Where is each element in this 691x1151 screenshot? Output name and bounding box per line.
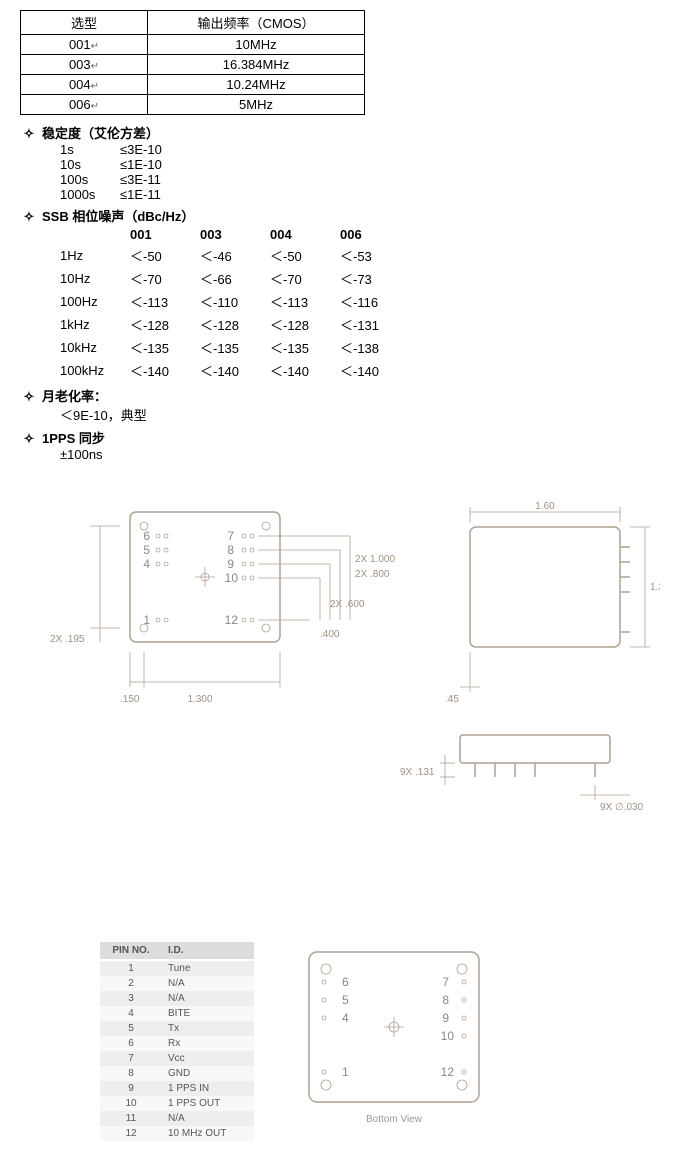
diamond-icon: ✧ [20,209,38,225]
svg-text:8: 8 [227,543,234,557]
svg-text:2X .800: 2X .800 [355,569,390,580]
svg-text:7: 7 [227,529,234,543]
svg-text:12: 12 [441,1065,455,1079]
table-row: 001↵10MHz [21,35,365,55]
table-row: 004↵10.24MHz [21,75,365,95]
svg-text:5: 5 [143,543,150,557]
svg-text:10: 10 [441,1029,455,1043]
aging-value: ＜9E-10，典型 [60,405,671,424]
svg-text:.150: .150 [120,694,140,705]
stability-header: ✧稳定度（艾伦方差） [20,123,671,142]
svg-text:5: 5 [342,993,349,1007]
svg-text:10: 10 [225,571,239,585]
svg-text:2X .195: 2X .195 [50,634,85,645]
svg-text:12: 12 [225,613,239,627]
svg-text:9X .131: 9X .131 [400,767,435,778]
diamond-icon: ✧ [20,431,38,447]
svg-text:9: 9 [227,557,234,571]
svg-text:1.300: 1.300 [187,694,212,705]
svg-text:1.39: 1.39 [650,582,660,593]
table-row: 006↵5MHz [21,95,365,115]
svg-text:4: 4 [342,1011,349,1025]
svg-text:1.60: 1.60 [535,501,555,512]
lower-area: PIN NO.I.D. 1Tune 2N/A 3N/A 4BITE 5Tx 6R… [100,942,671,1141]
svg-text:.400: .400 [320,629,340,640]
pps-header: ✧1PPS 同步 [20,428,671,447]
freq-header-2: 输出频率（CMOS） [197,16,314,31]
svg-text:6: 6 [342,975,349,989]
phase-noise-table: 001 003 004 006 1Hz＜-50＜-46＜-50＜-53 10Hz… [60,225,410,382]
side-profile-svg: 9X .131 9X ∅.030 [20,725,660,815]
top-diagram-svg: 6 5 4 1 7 8 9 10 12 2X 1.000 2X .800 2X … [20,492,660,752]
freq-header-1: 选型 [71,16,97,31]
table-row: 003↵16.384MHz [21,55,365,75]
stability-block: 1s≤3E-10 10s≤1E-10 100s≤3E-11 1000s≤1E-1… [60,142,671,202]
svg-text:9: 9 [442,1011,449,1025]
svg-text:.45: .45 [445,694,459,705]
aging-header: ✧月老化率： [20,386,671,405]
frequency-table: 选型 输出频率（CMOS） 001↵10MHz 003↵16.384MHz 00… [20,10,365,115]
svg-text:7: 7 [442,975,449,989]
svg-text:9X ∅.030: 9X ∅.030 [600,802,644,813]
mechanical-diagram: 6 5 4 1 7 8 9 10 12 2X 1.000 2X .800 2X … [20,492,671,932]
svg-text:8: 8 [442,993,449,1007]
svg-text:6: 6 [143,529,150,543]
diamond-icon: ✧ [20,389,38,405]
svg-text:Bottom View: Bottom View [366,1114,423,1125]
svg-text:2X .600: 2X .600 [330,599,365,610]
svg-text:1: 1 [342,1065,349,1079]
svg-text:2X 1.000: 2X 1.000 [355,554,395,565]
pin-table: PIN NO.I.D. 1Tune 2N/A 3N/A 4BITE 5Tx 6R… [100,942,254,1141]
svg-text:1: 1 [143,613,150,627]
pps-value: ±100ns [60,447,671,462]
phase-noise-header: ✧SSB 相位噪声（dBc/Hz） [20,206,671,225]
bottom-view-svg: 6 5 4 1 7 8 9 10 12 Bottom View [294,942,504,1132]
diamond-icon: ✧ [20,126,38,142]
svg-text:4: 4 [143,557,150,571]
